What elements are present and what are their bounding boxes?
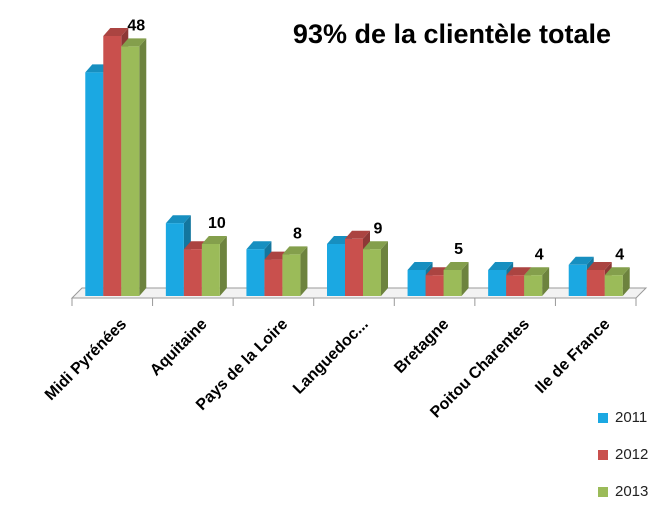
chart-title: 93% de la clientèle totale [293, 19, 611, 49]
data-label: 9 [374, 220, 383, 237]
data-label: 48 [127, 18, 145, 35]
legend-swatch [598, 450, 608, 460]
x-tick-label: Bretagne [391, 316, 452, 377]
legend-label: 2013 [615, 483, 648, 500]
legend-swatch [598, 487, 608, 497]
bar-top [103, 28, 129, 36]
bar-side [139, 38, 147, 297]
bar-top [407, 262, 433, 270]
bar-front [85, 72, 104, 297]
data-label: 4 [615, 246, 624, 263]
bar-front [183, 249, 202, 296]
bar-front [327, 244, 345, 296]
bar-top [246, 241, 272, 250]
bar-top [282, 246, 308, 255]
data-label: 10 [208, 215, 226, 232]
bar-side [461, 262, 469, 296]
bar [201, 236, 227, 296]
legend-swatch [598, 413, 608, 423]
bar-front [425, 275, 444, 296]
bar-top [443, 262, 469, 270]
bar-front [443, 270, 462, 296]
bar-top [201, 236, 227, 244]
bar-top [506, 267, 532, 276]
x-tick-label: Ile de France [532, 316, 613, 397]
bar-top [488, 262, 514, 270]
bar-front [121, 46, 140, 297]
bar-front [282, 254, 301, 296]
data-label: 8 [293, 226, 302, 243]
x-tick-label: Aquitaine [147, 316, 211, 380]
bar-front [345, 238, 363, 296]
data-label: 4 [535, 246, 544, 263]
legend-label: 2011 [615, 409, 647, 426]
bar-top [121, 38, 147, 47]
bar-top [586, 262, 612, 270]
bar-top [524, 267, 550, 276]
bar-top [604, 267, 630, 276]
bar-side [381, 241, 388, 296]
bar [282, 246, 308, 296]
bar-front [568, 264, 587, 296]
bar-front [506, 275, 525, 296]
bar [121, 38, 147, 297]
x-tick-label: Midi Pyrénées [42, 316, 130, 404]
bar-top [345, 230, 370, 239]
bar [604, 267, 630, 296]
bar-front [264, 259, 283, 296]
bar-front [604, 275, 623, 296]
bar-front [201, 244, 220, 296]
bar-top [363, 241, 388, 250]
x-tick-label: Languedoc... [290, 316, 372, 398]
bar-front [363, 249, 381, 296]
bar-front [488, 270, 507, 296]
bar [524, 267, 550, 296]
bar-side [622, 267, 630, 296]
bar-front [407, 270, 426, 296]
bar-side [300, 246, 308, 296]
bar-front [103, 36, 122, 296]
bar [443, 262, 469, 296]
bar [363, 241, 388, 296]
legend-label: 2012 [615, 446, 648, 463]
bar-side [219, 236, 227, 296]
bar-front [165, 223, 184, 296]
data-label: 5 [454, 241, 463, 258]
bar-top [568, 256, 594, 265]
bar-top [165, 215, 191, 224]
bar-front [524, 275, 543, 296]
bar-front [246, 249, 265, 296]
bar-side [542, 267, 550, 296]
bar-front [586, 270, 605, 296]
